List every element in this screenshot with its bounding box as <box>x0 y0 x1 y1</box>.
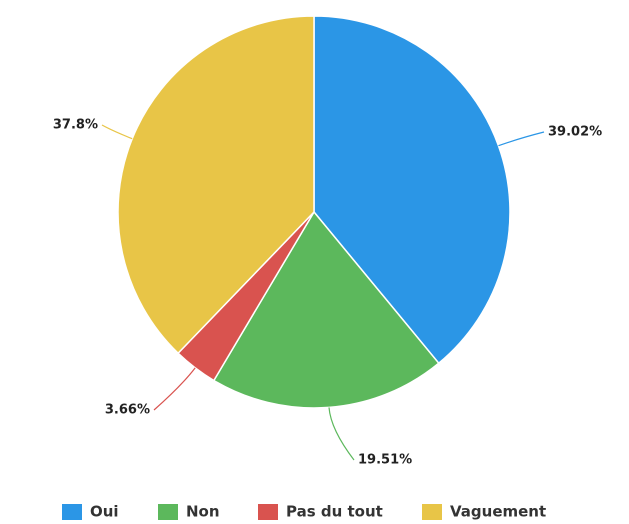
connector <box>101 124 133 140</box>
legend-label: Pas du tout <box>286 503 383 521</box>
data-label: 39.02% <box>548 125 602 140</box>
data-label: 37.8% <box>53 118 98 133</box>
legend-label: Vaguement <box>450 503 546 521</box>
legend-label: Oui <box>90 503 119 521</box>
connector <box>498 131 545 147</box>
data-label: 3.66% <box>105 403 150 418</box>
pie-slice <box>313 15 511 365</box>
legend-label: Non <box>186 503 220 521</box>
connector <box>153 367 196 411</box>
legend-swatch <box>158 504 178 520</box>
legend-swatch <box>62 504 82 520</box>
legend-swatch <box>422 504 442 520</box>
connector <box>328 407 355 461</box>
legend-swatch <box>258 504 278 520</box>
pie-slice <box>212 210 440 409</box>
data-label: 19.51% <box>358 453 412 468</box>
